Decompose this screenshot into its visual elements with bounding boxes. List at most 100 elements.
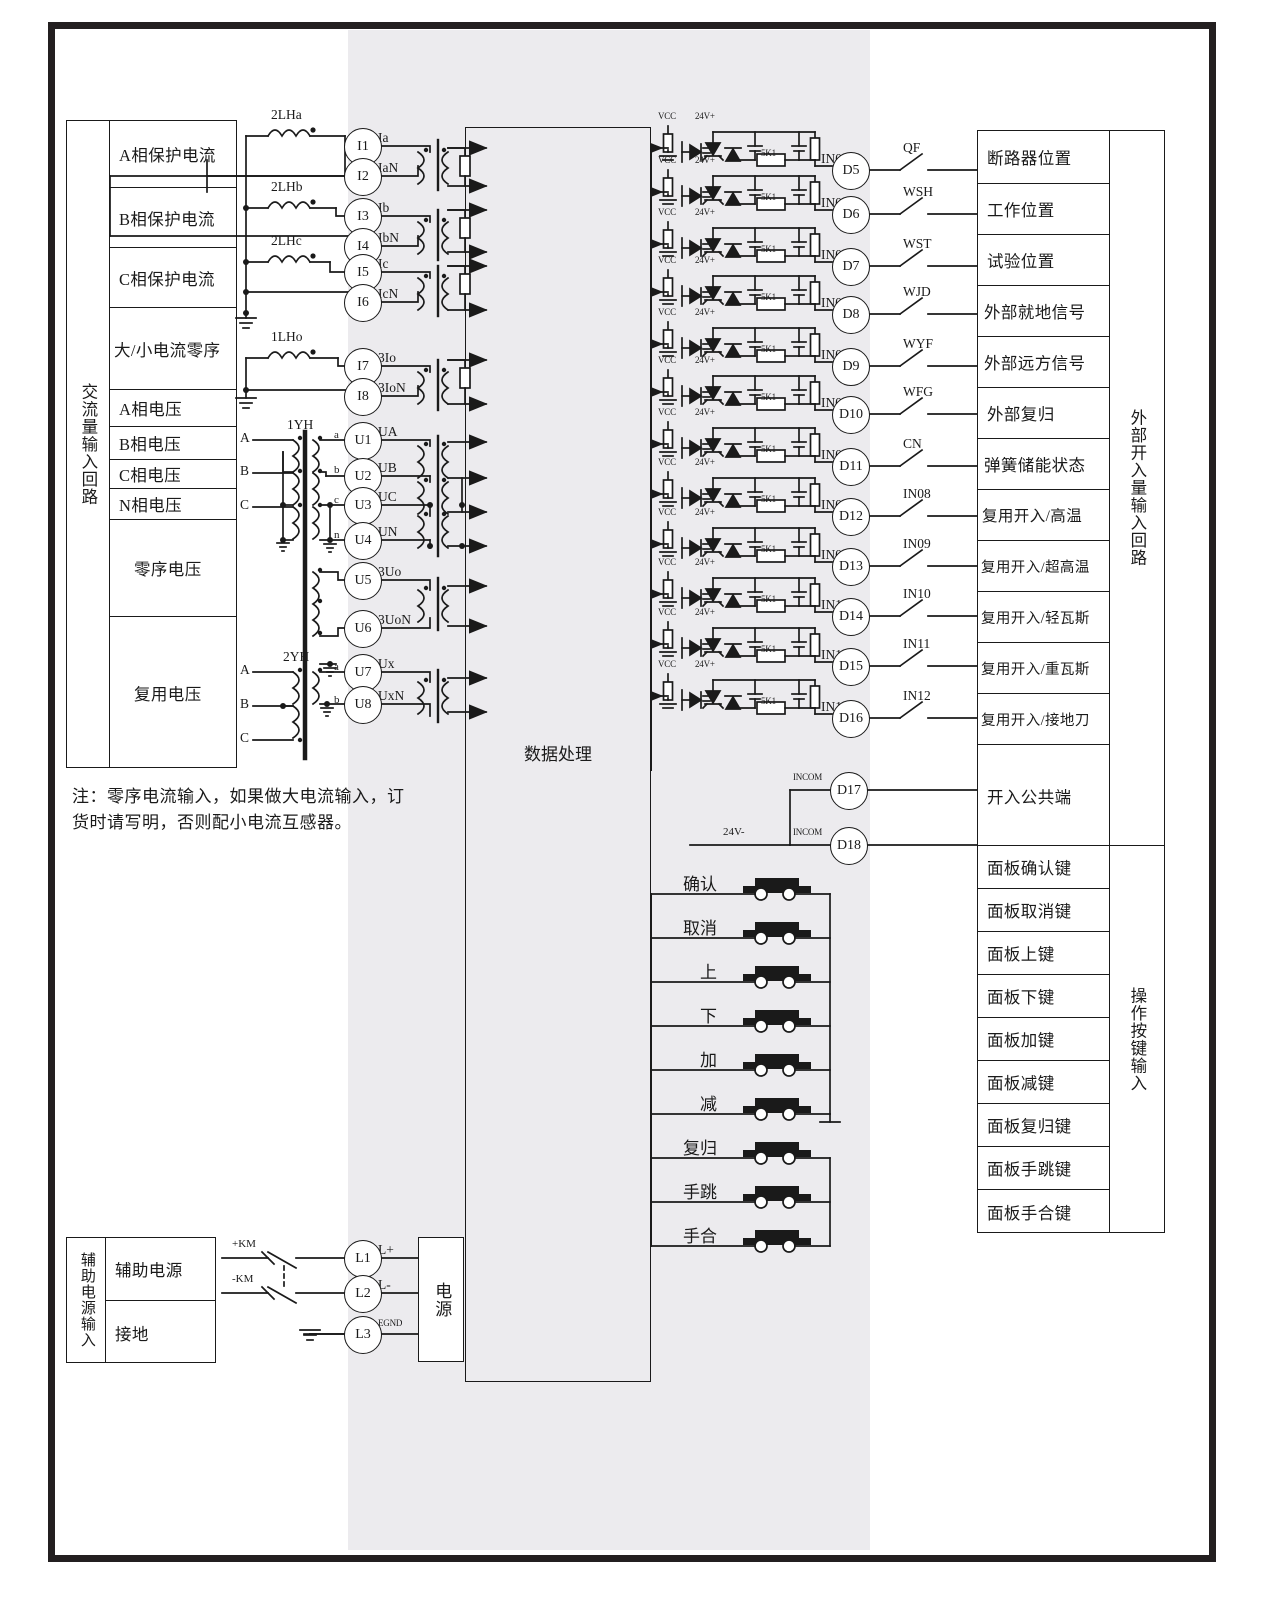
contact-label-cn-7: CN [903, 436, 922, 451]
aux-row-1: 接地 [115, 1324, 149, 1344]
aux-row-0: 辅助电源 [106, 1238, 215, 1301]
left-row-1: B相保护电流 [110, 188, 236, 248]
v24plus-label-10: 24V+ [695, 557, 715, 567]
left-group-table: A相保护电流 B相保护电流 C相保护电流 大/小电流零序 A相电压 B相电压 C… [110, 120, 237, 768]
di-row-10: 复用开入/重瓦斯 [978, 643, 1109, 694]
terminal-d7[interactable]: D7 [832, 248, 870, 286]
vcc-label-3: VCC [658, 207, 676, 217]
terminal-d5[interactable]: D5 [832, 152, 870, 190]
signal-label-3ion: 3IoN [378, 380, 406, 395]
vcc-label-12: VCC [658, 659, 676, 669]
vcc-label-8: VCC [658, 457, 676, 467]
terminal-u8[interactable]: U8 [344, 686, 382, 724]
di-row-11: 复用开入/接地刀 [978, 694, 1109, 745]
signal-label-3io: 3Io [378, 350, 396, 365]
right-di-table: 断路器位置 工作位置 试验位置 外部就地信号 外部远方信号 外部复归 弹簧储能状… [977, 130, 1110, 846]
key-label-6: 减 [700, 1095, 717, 1114]
left-row-9: 复用电压 [134, 685, 202, 704]
v24plus-label-4: 24V+ [695, 255, 715, 265]
v24plus-label-5: 24V+ [695, 307, 715, 317]
right-di-vertical-label: 外部开入量输入回路 [1110, 130, 1165, 846]
contact-label-in08-8: IN08 [903, 486, 931, 501]
terminal-u1[interactable]: U1 [344, 422, 382, 460]
terminal-d11[interactable]: D11 [832, 448, 870, 486]
terminal-u6[interactable]: U6 [344, 610, 382, 648]
key-row-2: 面板上键 [978, 932, 1109, 975]
terminal-d10[interactable]: D10 [832, 396, 870, 434]
terminal-d9[interactable]: D9 [832, 348, 870, 386]
aux-group-table: 辅助电源 接地 [106, 1237, 216, 1363]
left-row-5: B相电压 [110, 427, 236, 460]
terminal-d16[interactable]: D16 [832, 700, 870, 738]
di-row-1: 工作位置 [978, 184, 1109, 235]
terminal-d6[interactable]: D6 [832, 196, 870, 234]
v24plus-label-7: 24V+ [695, 407, 715, 417]
resistor-label-2: 5K1 [761, 192, 776, 202]
signal-label-ia: Ia [378, 130, 389, 145]
terminal-d18[interactable]: D18 [830, 827, 868, 865]
terminal-d12[interactable]: D12 [832, 498, 870, 536]
terminal-d13[interactable]: D13 [832, 548, 870, 586]
terminal-l2[interactable]: L2 [344, 1275, 382, 1313]
terminal-l1[interactable]: L1 [344, 1240, 382, 1278]
terminal-i8[interactable]: I8 [344, 378, 382, 416]
vcc-label-5: VCC [658, 307, 676, 317]
sec-label-1yh-b: b [334, 464, 340, 476]
key-row-5: 面板减键 [978, 1061, 1109, 1104]
power-supply-block: 电源 [418, 1237, 464, 1362]
v24plus-label-11: 24V+ [695, 607, 715, 617]
signal-label-un: UN [378, 524, 398, 539]
key-label-4: 下 [700, 1007, 717, 1026]
key-label-8: 手跳 [683, 1183, 717, 1202]
key-label-5: 加 [700, 1051, 717, 1070]
sec-label-2yh-a: a [334, 661, 339, 673]
terminal-i2[interactable]: I2 [344, 158, 382, 196]
data-processing-label: 数据处理 [524, 745, 592, 764]
terminal-d8[interactable]: D8 [832, 296, 870, 334]
signal-label-3uo: 3Uo [378, 564, 402, 579]
signal-label-ian: IaN [378, 160, 399, 175]
power-src-plus: +KM [232, 1238, 256, 1250]
v24plus-label-2: 24V+ [695, 155, 715, 165]
note-text: 注：零序电流输入，如果做大电流输入，订货时请写明，否则配小电流互感器。 [72, 787, 405, 832]
terminal-u4[interactable]: U4 [344, 522, 382, 560]
terminal-l3[interactable]: L3 [344, 1316, 382, 1354]
di-row-8: 复用开入/超高温 [978, 541, 1109, 592]
diagram-frame [48, 22, 1216, 1562]
contact-label-in09-9: IN09 [903, 536, 931, 551]
v24plus-label-12: 24V+ [695, 659, 715, 669]
vcc-label-7: VCC [658, 407, 676, 417]
signal-label-ua: UA [378, 424, 398, 439]
resistor-label-7: 5K1 [761, 444, 776, 454]
contact-label-qf-1: QF [903, 140, 921, 155]
key-row-8: 面板手合键 [987, 1203, 1072, 1223]
contact-label-in12-12: IN12 [903, 688, 931, 703]
terminal-u3[interactable]: U3 [344, 487, 382, 525]
key-row-4: 面板加键 [978, 1018, 1109, 1061]
terminal-d15[interactable]: D15 [832, 648, 870, 686]
right-keys-vertical-label: 操作按键输入 [1110, 846, 1165, 1233]
terminal-i6[interactable]: I6 [344, 284, 382, 322]
terminal-u5[interactable]: U5 [344, 562, 382, 600]
di-row-4: 外部远方信号 [978, 337, 1109, 388]
phase-label-2yh-c: C [240, 730, 250, 745]
contact-label-in10-10: IN10 [903, 586, 931, 601]
resistor-label-10: 5K1 [761, 594, 776, 604]
key-row-6: 面板复归键 [978, 1104, 1109, 1147]
power-signal-egnd: EGND [378, 1318, 403, 1328]
minus24-label: 24V- [723, 826, 745, 838]
left-row-0: A相保护电流 [110, 121, 236, 188]
phase-label-1yh-c: C [240, 497, 250, 512]
vcc-label-11: VCC [658, 607, 676, 617]
terminal-u2[interactable]: U2 [344, 458, 382, 496]
terminal-d14[interactable]: D14 [832, 598, 870, 636]
terminal-d17[interactable]: D17 [830, 772, 868, 810]
resistor-label-11: 5K1 [761, 644, 776, 654]
phase-label-1yh-b: B [240, 463, 250, 478]
vcc-label-6: VCC [658, 355, 676, 365]
di-row-9: 复用开入/轻瓦斯 [978, 592, 1109, 643]
right-keys-table: 面板确认键 面板取消键 面板上键 面板下键 面板加键 面板减键 面板复归键 面板… [977, 846, 1110, 1233]
signal-label-3uon: 3UoN [378, 612, 411, 627]
incom-label-1: INCOM [793, 772, 823, 782]
left-row-3: 大/小电流零序 [110, 308, 236, 390]
